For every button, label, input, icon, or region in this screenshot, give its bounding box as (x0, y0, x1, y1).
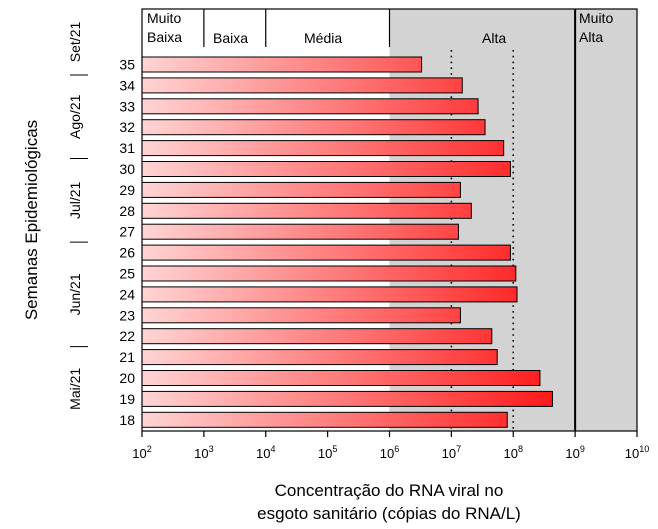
week-label: 27 (119, 224, 135, 240)
month-label: Set/21 (67, 22, 83, 63)
bar-week-34 (141, 77, 463, 94)
bar-week-25 (141, 265, 517, 282)
bar-week-20 (141, 370, 541, 386)
bar-week-31 (141, 140, 505, 157)
week-label: 23 (119, 307, 135, 323)
bar-week-22 (141, 328, 493, 345)
bar-week-24 (141, 286, 518, 303)
x-tick-label: 109 (565, 444, 584, 461)
x-tick-label: 104 (256, 444, 275, 461)
week-label: 33 (119, 98, 135, 114)
bar-week-21 (141, 349, 498, 366)
bar-week-19 (141, 390, 553, 407)
x-tick-label: 108 (504, 444, 523, 461)
x-tick-label: 102 (132, 444, 151, 461)
bar-week-29 (141, 181, 461, 198)
x-tick-label: 103 (194, 444, 213, 461)
month-label: Jun/21 (67, 273, 83, 315)
bar-week-33 (141, 98, 479, 115)
month-label: Mai/21 (67, 368, 83, 410)
x-axis-title: Concentração do RNA viral no esgoto sanit… (257, 481, 521, 523)
bar-week-32 (141, 119, 486, 136)
shaded-region (389, 9, 637, 431)
bar-week-28 (141, 202, 472, 219)
week-label: 25 (119, 266, 135, 282)
week-label: 28 (119, 203, 135, 219)
week-label: 30 (119, 161, 135, 177)
month-label: Ago/21 (67, 94, 83, 139)
x-tick-label: 1010 (625, 444, 649, 461)
week-label: 22 (119, 328, 135, 344)
week-label: 35 (119, 57, 135, 73)
week-label: 34 (119, 77, 135, 93)
bar-week-30 (141, 161, 511, 177)
bar-week-27 (141, 223, 459, 240)
bar-week-26 (141, 244, 511, 261)
band-label: Muito Alta (579, 10, 613, 45)
week-label: 26 (119, 245, 135, 261)
week-label: 29 (119, 182, 135, 198)
week-label: 18 (119, 412, 135, 428)
week-label: 32 (119, 119, 135, 135)
y-axis-title: Semanas Epidemiológicas (22, 120, 41, 320)
bar-week-23 (141, 307, 461, 324)
bar-week-35 (141, 56, 423, 73)
band-label: Muito Baixa (147, 10, 182, 45)
week-label: 19 (119, 391, 135, 407)
x-tick-label: 105 (318, 444, 337, 461)
x-tick-label: 107 (442, 444, 461, 461)
week-label: 21 (119, 349, 135, 365)
bar-week-18 (141, 411, 508, 428)
week-label: 24 (119, 286, 135, 302)
month-label: Jul/21 (67, 181, 83, 219)
x-tick-label: 106 (380, 444, 399, 461)
band-label: Alta (482, 30, 506, 46)
week-label: 20 (119, 370, 135, 386)
band-label: Média (304, 30, 342, 46)
band-label: Baixa (213, 30, 248, 46)
week-label: 31 (119, 140, 135, 156)
